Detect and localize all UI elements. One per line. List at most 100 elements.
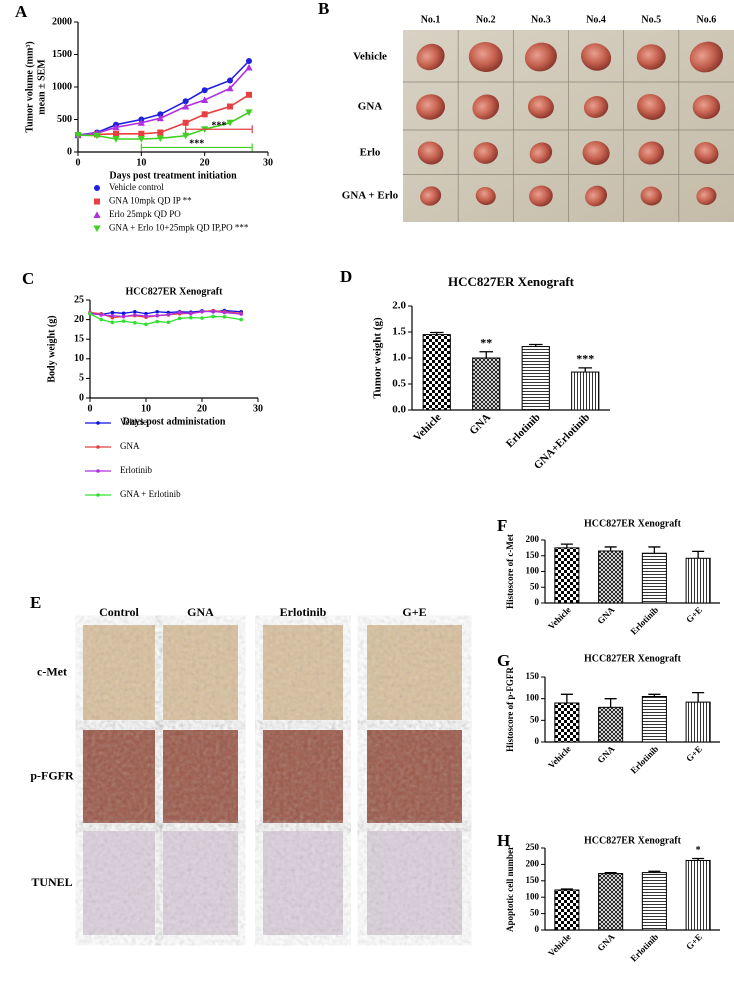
marker [182,98,189,105]
x-tick-label: 0 [76,157,81,168]
annotation: *** [211,121,226,132]
y-tick-label: 50 [530,581,540,591]
bar [685,701,711,743]
marker [239,312,243,316]
marker [156,135,164,142]
marker [99,313,103,317]
tumor-photo [640,186,662,206]
x-tick-label: Vehicle [546,605,573,632]
tumor-photo [473,142,498,164]
ihc-texture [263,831,343,935]
legend-label: GNA + Erlo 10+25mpk QD IP,PO *** [109,223,249,233]
x-tick-label: G+E [684,744,704,764]
marker [157,129,164,136]
chart-title: HCC827ER Xenograft [584,653,682,664]
error-bar [692,691,705,703]
error-bar [692,550,705,559]
tumor-photo [636,44,666,70]
row-label: GNA + Erlo [342,190,399,202]
panel-label: D [340,267,352,286]
marker [239,317,243,322]
bar [554,702,580,743]
tumor-photo [524,42,557,72]
error-bar [560,693,573,703]
marker [166,320,171,325]
column-label: No.3 [531,14,551,25]
x-tick-label: Erlotinib [504,411,543,450]
bar [598,706,624,743]
column-label: Erlotinib [280,605,327,619]
marker [93,132,101,140]
marker [96,493,100,497]
chart-title: HCC827ER Xenograft [584,835,682,846]
marker [112,136,120,143]
marker [226,84,234,92]
marker [99,317,103,322]
legend-label: GNA 10mpk QD IP ** [109,196,192,206]
tumor-photo [420,186,442,206]
y-tick-label: 1500 [52,49,72,60]
error-bar [560,888,573,890]
x-tick-label: GNA [595,604,617,626]
bar [641,552,667,604]
marker [189,311,193,316]
tumor-photo [529,185,553,207]
tumor-photo [475,186,496,206]
y-tick-label: 15 [74,333,84,344]
y-tick-label: 500 [57,114,72,125]
x-tick-label: Erlotinib [628,932,660,964]
y-axis-label: Histoscore of c-Met [505,534,515,609]
y-tick-label: 50 [530,908,540,918]
marker [226,119,234,127]
y-tick-label: 0 [535,924,540,934]
error-bar [560,543,573,548]
error-bar [604,546,617,552]
y-tick-label: 150 [526,875,540,885]
marker [74,132,82,139]
error-bar [648,693,661,697]
bar [685,557,711,604]
x-tick-label: 30 [253,403,263,414]
column-label: GNA [187,605,214,619]
error-bar [479,351,494,358]
marker [156,114,164,122]
marker [177,316,182,321]
error-bar [648,546,661,554]
marker [155,319,159,324]
ihc-texture [367,831,462,935]
y-axis-label: Histoscore of p-FGFR [505,667,515,752]
tumor-photo [585,185,608,207]
marker [182,119,189,126]
marker [144,322,148,327]
bar [641,872,667,931]
bar [521,346,550,411]
y-axis-label: Apoptotic cell number [505,846,515,932]
significance-label: ** [480,336,492,350]
panel-label: A [15,2,28,21]
y-tick-label: 1000 [52,81,72,92]
y-tick-label: 150 [526,671,540,681]
tumor-photo [472,94,500,120]
panel-label: C [22,269,34,288]
tumor-photo [638,141,665,165]
y-tick-label: 150 [526,550,540,560]
y-tick-label: 0.5 [392,378,406,390]
error-bar [604,698,617,708]
marker [96,421,100,425]
y-tick-label: 200 [526,534,540,544]
tumor-photo [696,186,717,206]
row-label: Erlo [360,147,381,159]
bar [554,889,580,931]
row-label: TUNEL [31,875,72,889]
marker [222,315,227,319]
x-tick-label: Vehicle [546,932,573,959]
bar [685,859,711,931]
column-label: G+E [402,605,426,619]
x-tick-label: Vehicle [411,411,443,443]
ihc-texture [367,625,462,720]
x-tick-label: G+E [684,932,704,952]
y-axis-label: Tumor volume (mm³) [24,41,35,132]
marker [121,319,126,323]
ihc-texture [83,831,155,935]
tumor-photo [416,94,446,120]
